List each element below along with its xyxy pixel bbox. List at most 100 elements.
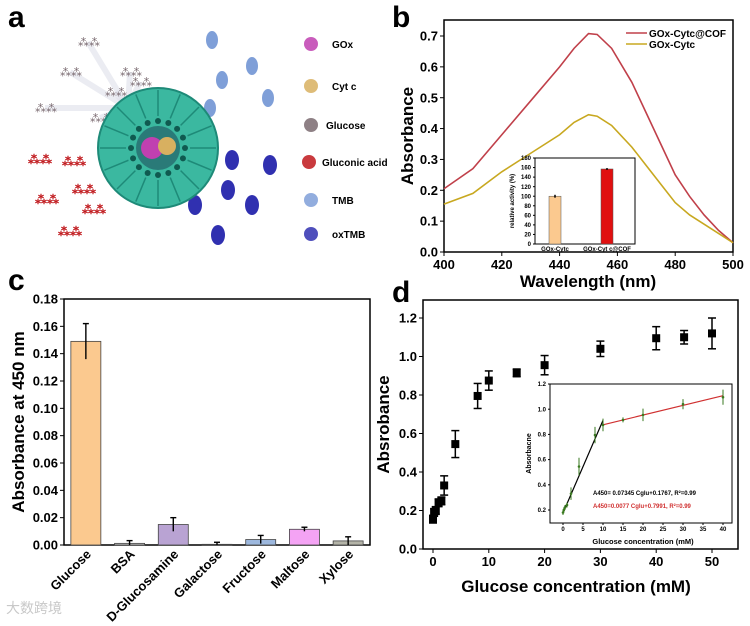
y-tick-label: 0.5 <box>420 90 438 105</box>
x-tick-label: 10 <box>600 527 607 533</box>
legend-label: oxTMB <box>332 230 365 241</box>
x-tick-label: 20 <box>537 554 551 569</box>
glucose-molecule-icon: ⁂⁂ <box>78 37 100 49</box>
cof-pore <box>179 155 186 162</box>
legend-label: TMB <box>332 196 354 207</box>
inset-data-point <box>577 465 581 468</box>
chart-c: 0.00 0.02 0.04 0.06 0.08 0.10 0.12 0.14 0.16 0.18… <box>9 292 371 625</box>
fit-line <box>562 420 604 514</box>
legend-label: Gluconic acid <box>322 158 388 169</box>
y-tick-label: 0.6 <box>399 426 417 441</box>
y-tick-label: 0.06 <box>33 456 58 471</box>
inset-data-point <box>721 395 725 399</box>
cof-pore <box>135 164 142 171</box>
y-tick-label: 0.00 <box>33 538 58 553</box>
y-tick-label: 0.12 <box>33 374 58 389</box>
legend-label: GOx-Cytc@COF <box>649 29 726 40</box>
cof-pore <box>182 145 188 151</box>
x-tick-label: Fructose <box>219 547 268 596</box>
x-tick-label: Maltose <box>268 547 313 592</box>
y-tick-label: 40 <box>524 223 531 229</box>
data-point <box>680 333 689 342</box>
y-tick-label: 0.04 <box>33 483 59 498</box>
x-tick-label: 460 <box>607 257 629 272</box>
x-tick-label: 40 <box>649 554 663 569</box>
gluconic-acid-molecule-icon: ⁂⁂ <box>58 225 82 239</box>
cof-channel <box>104 159 129 171</box>
x-tick-label: 400 <box>433 257 455 272</box>
inset-data-point <box>681 402 685 406</box>
y-tick-label: 20 <box>524 233 531 239</box>
x-tick-label: 480 <box>664 257 686 272</box>
panel-label-d: d <box>392 276 410 309</box>
tmb-molecule-icon <box>216 71 228 89</box>
y-tick-label: 180 <box>521 156 532 162</box>
y-tick-label: 0.4 <box>420 121 439 136</box>
x-tick-label: 420 <box>491 257 513 272</box>
watermark: 大数跨境 <box>6 600 62 616</box>
x-tick-label: 500 <box>722 257 744 272</box>
inset-x-tick-label: GOx-Cytc <box>541 247 569 253</box>
gluconic-acid-molecule-icon: ⁂⁂ <box>28 153 52 167</box>
inset-bar <box>548 195 562 245</box>
data-point <box>429 515 437 524</box>
oxtmb-molecule-icon <box>263 155 277 175</box>
inset-x-tick-label: GOx-Cyt c@COF <box>583 247 631 253</box>
y-tick-label: 0.14 <box>33 346 59 361</box>
bar-glucose <box>70 340 102 546</box>
cof-pore <box>130 155 137 162</box>
y-tick-label: 140 <box>521 175 532 181</box>
chart-d-inset-frame <box>549 383 733 524</box>
data-point <box>708 329 716 338</box>
inset-data-point <box>565 503 569 507</box>
y-tick-label: 0.4 <box>399 465 418 480</box>
y-tick-label: 0.4 <box>538 483 547 489</box>
data-point <box>540 361 549 370</box>
y-tick-label: 0.1 <box>420 214 438 229</box>
y-axis-title: Absrobance <box>374 375 393 473</box>
y-tick-label: 100 <box>521 194 532 200</box>
inset-y-axis-title: Absorbacne <box>526 433 533 474</box>
inset-data-point <box>569 492 573 495</box>
inset-data-point <box>601 423 605 427</box>
cof-channel <box>169 94 181 119</box>
gluconic-acid-molecule-icon: ⁂⁂ <box>82 203 106 217</box>
y-tick-label: 80 <box>524 204 531 210</box>
y-tick-label: 0.6 <box>538 458 547 464</box>
cof-channel <box>169 177 181 202</box>
y-tick-label: 1.2 <box>538 382 547 388</box>
x-tick-label: Glucose <box>47 547 94 594</box>
oxtmb-molecule-icon <box>211 225 225 245</box>
cytc-enzyme <box>158 137 176 155</box>
panel-label-c: c <box>8 264 25 297</box>
y-tick-label: 1.2 <box>399 311 417 326</box>
x-tick-label: 40 <box>720 527 727 533</box>
x-tick-label: 0 <box>429 554 436 569</box>
x-tick-label: 35 <box>700 527 707 533</box>
y-tick-label: 0.0 <box>420 245 438 260</box>
cof-channel <box>135 94 147 119</box>
x-axis-title: Glucose concentration (mM) <box>461 577 691 596</box>
x-tick-label: 30 <box>680 527 687 533</box>
legend-icon-tmb <box>304 193 318 207</box>
oxtmb-molecule-icon <box>221 180 235 200</box>
glucose-molecule-icon: ⁂⁂ <box>105 87 127 99</box>
glucose-molecule-icon: ⁂⁂ <box>35 103 57 115</box>
y-tick-label: 0.8 <box>538 433 547 439</box>
x-tick-label: 30 <box>593 554 607 569</box>
y-tick-label: 160 <box>521 166 532 172</box>
fit-equation: A450= 0.07345 Cglu+0.1767, R²=0.99 <box>593 490 697 497</box>
y-tick-label: 120 <box>521 185 532 191</box>
x-tick-label: 15 <box>620 527 627 533</box>
cof-pore <box>144 169 151 176</box>
x-tick-label: 5 <box>581 527 585 533</box>
data-point <box>431 506 440 515</box>
chart-d: 0.00.20.40.60.81.01.20 10 20 30 40 50Glucose … <box>374 299 739 596</box>
inset-data-point <box>641 413 645 417</box>
cof-channel <box>116 106 136 126</box>
oxtmb-molecule-icon <box>188 195 202 215</box>
cof-pore <box>165 120 172 127</box>
data-point <box>484 376 493 385</box>
inset-bg <box>550 384 732 523</box>
